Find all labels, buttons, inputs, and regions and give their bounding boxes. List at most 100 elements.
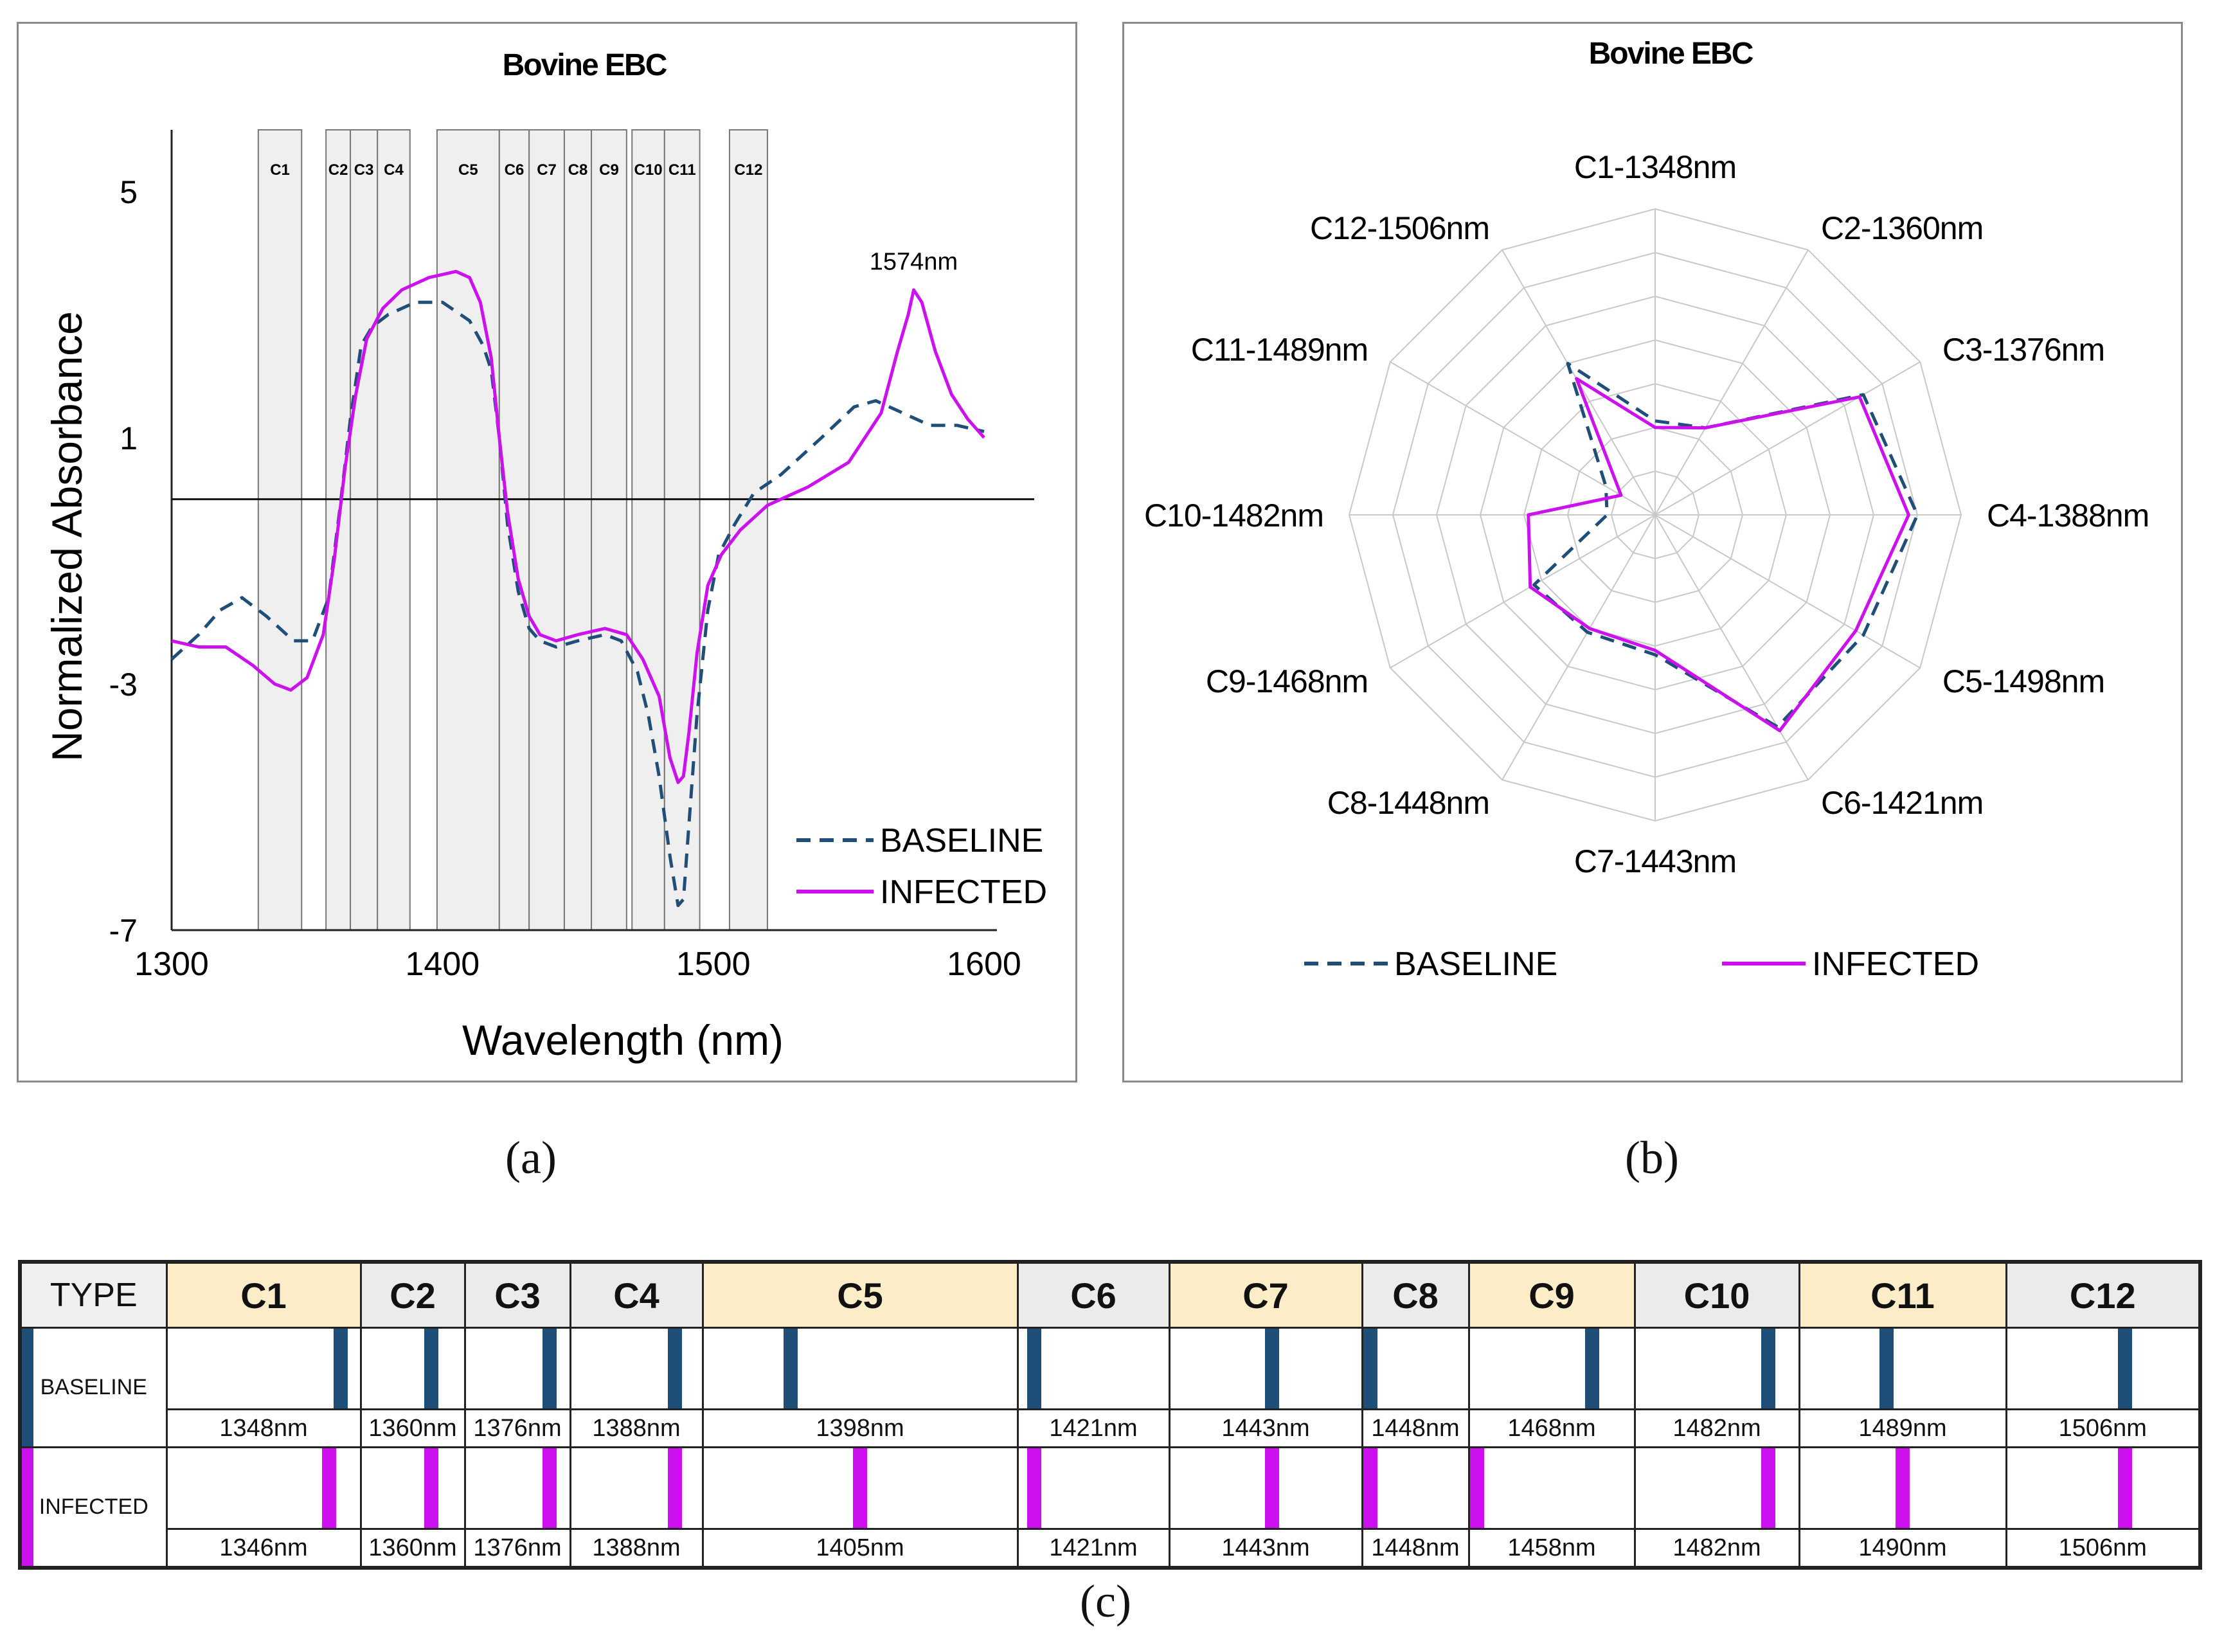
type-label-infected: INFECTED	[19, 1446, 168, 1569]
peak-marker	[1761, 1448, 1775, 1528]
wavelength-cell-c11: 1489nm	[1798, 1408, 2007, 1448]
peak-marker	[1584, 1329, 1599, 1408]
marker-cell-c4	[569, 1446, 704, 1529]
subfigure-label-a: (a)	[505, 1132, 557, 1183]
band-c12	[728, 129, 768, 931]
peak-marker	[1879, 1329, 1894, 1408]
chart-title: Bovine EBC	[1589, 37, 1753, 71]
line-chart-svg: Bovine EBC C1 C2 C3 C4 C5 C6 C7 C8 C9 C10 C11 C12 -7 -…	[43, 48, 1047, 1064]
marker-cell-c5	[701, 1327, 1019, 1410]
series-line-infected	[171, 269, 985, 784]
band-c5	[436, 129, 500, 931]
wavelength-cell-c3: 1376nm	[463, 1408, 571, 1448]
band-label-c8: C8	[568, 161, 588, 179]
wavelength-cell-c1: 1346nm	[165, 1528, 362, 1569]
peak-marker	[2117, 1329, 2132, 1408]
wavelength-cell-c9: 1468nm	[1467, 1408, 1636, 1448]
wavelength-cell-c7: 1443nm	[1168, 1408, 1363, 1448]
radar-axis-label: C6-1421nm	[1821, 785, 1983, 821]
marker-cell-c7	[1168, 1327, 1363, 1410]
band-label-c4: C4	[384, 161, 404, 179]
radar-spoke	[1655, 361, 1921, 516]
wavelength-cell-c5: 1398nm	[701, 1408, 1019, 1448]
marker-cell-c3	[463, 1327, 571, 1410]
marker-cell-c8	[1361, 1327, 1470, 1410]
marker-cell-c12	[2005, 1327, 2202, 1410]
wavelength-cell-c7: 1443nm	[1168, 1528, 1363, 1569]
radar-series-infected	[1527, 377, 1910, 733]
radar-axis-label: C12-1506nm	[1310, 210, 1489, 246]
peak-wavelength-table: TYPE C1 C2 C3 C4 C5 C6 C7 C8 C9 C10 C11 C12 BASELIN…	[18, 1260, 2202, 1570]
radar-chart-svg: Bovine EBC C1-1348nm C2-1360nm C3-1376nm C4-…	[1144, 37, 2149, 983]
wavelength-cell-c8: 1448nm	[1361, 1408, 1470, 1448]
band-c8	[563, 129, 593, 931]
marker-cell-c10	[1633, 1327, 1800, 1410]
y-tick-label: -3	[109, 667, 138, 703]
band-c9	[591, 129, 627, 931]
band-c4	[377, 129, 411, 931]
marker-row-infected: INFECTED	[19, 1446, 2202, 1569]
x-tick-label: 1500	[676, 946, 751, 983]
band-label-c12: C12	[734, 161, 762, 179]
type-label-text: INFECTED	[39, 1495, 148, 1519]
wavelength-cell-c1: 1348nm	[165, 1408, 362, 1448]
peak-marker	[424, 1329, 439, 1408]
panel-a-line-chart: Bovine EBC C1 C2 C3 C4 C5 C6 C7 C8 C9 C10 C11 C12 -7 -…	[17, 22, 1077, 1082]
marker-cell-c9	[1467, 1327, 1636, 1410]
radar-axis-label: C11-1489nm	[1191, 332, 1368, 368]
peak-marker	[1469, 1448, 1484, 1528]
peak-marker	[424, 1448, 439, 1528]
peak-marker	[1363, 1329, 1377, 1408]
peak-marker	[542, 1448, 557, 1528]
legend-label-baseline: BASELINE	[880, 822, 1043, 859]
marker-cell-c2	[359, 1327, 466, 1410]
column-header-c6: C6	[1016, 1261, 1170, 1329]
column-header-c5: C5	[701, 1261, 1019, 1329]
marker-cell-c1	[165, 1327, 362, 1410]
peak-marker	[1896, 1448, 1910, 1528]
y-tick-label: 1	[120, 420, 138, 456]
peak-marker	[333, 1329, 348, 1408]
column-header-c3: C3	[463, 1261, 571, 1329]
wavelength-cell-c8: 1448nm	[1361, 1528, 1470, 1569]
marker-row-baseline: BASELINE	[19, 1327, 2202, 1448]
peak-marker	[668, 1448, 683, 1528]
peak-annotation: 1574nm	[870, 248, 958, 275]
peak-marker	[542, 1329, 557, 1408]
band-label-c10: C10	[634, 161, 663, 179]
peak-marker	[1265, 1448, 1280, 1528]
radar-axis-label: C10-1482nm	[1144, 498, 1323, 534]
peak-marker	[1265, 1329, 1280, 1408]
peak-marker	[783, 1329, 798, 1408]
band-label-c9: C9	[599, 161, 619, 179]
peak-marker	[1363, 1448, 1377, 1528]
radar-spoke	[1655, 514, 1921, 669]
marker-cell-c11	[1798, 1327, 2007, 1410]
band-c11	[663, 129, 701, 931]
type-color-bar	[22, 1448, 33, 1566]
radar-axis-label: C4-1388nm	[1987, 498, 2149, 534]
band-label-c7: C7	[537, 161, 557, 179]
panel-c-table: TYPE C1 C2 C3 C4 C5 C6 C7 C8 C9 C10 C11 C12 BASELIN…	[18, 1260, 2202, 1570]
wavelength-cell-c12: 1506nm	[2005, 1528, 2202, 1569]
column-header-c8: C8	[1361, 1261, 1470, 1329]
y-tick-label: -7	[109, 913, 138, 949]
radar-spoke	[1655, 514, 1809, 780]
marker-cell-c11	[1798, 1446, 2007, 1529]
radar-spoke	[1390, 361, 1656, 516]
marker-cell-c10	[1633, 1446, 1800, 1529]
wavelength-cell-c3: 1376nm	[463, 1528, 571, 1569]
band-c3	[350, 129, 379, 931]
wavelength-cell-c10: 1482nm	[1633, 1408, 1800, 1448]
band-label-c3: C3	[354, 161, 374, 179]
column-header-c11: C11	[1798, 1261, 2007, 1329]
band-c10	[631, 129, 665, 931]
wavelength-row-baseline: 1348nm 1360nm 1376nm 1388nm 1398nm 1421nm 1443…	[20, 1408, 2202, 1448]
band-label-c2: C2	[328, 161, 348, 179]
x-tick-label: 1600	[947, 946, 1021, 983]
radar-spoke	[1502, 514, 1656, 780]
peak-marker	[2117, 1448, 2132, 1528]
type-header: TYPE	[19, 1261, 168, 1329]
marker-cell-c5	[701, 1446, 1019, 1529]
radar-axis-label: C2-1360nm	[1821, 210, 1983, 246]
